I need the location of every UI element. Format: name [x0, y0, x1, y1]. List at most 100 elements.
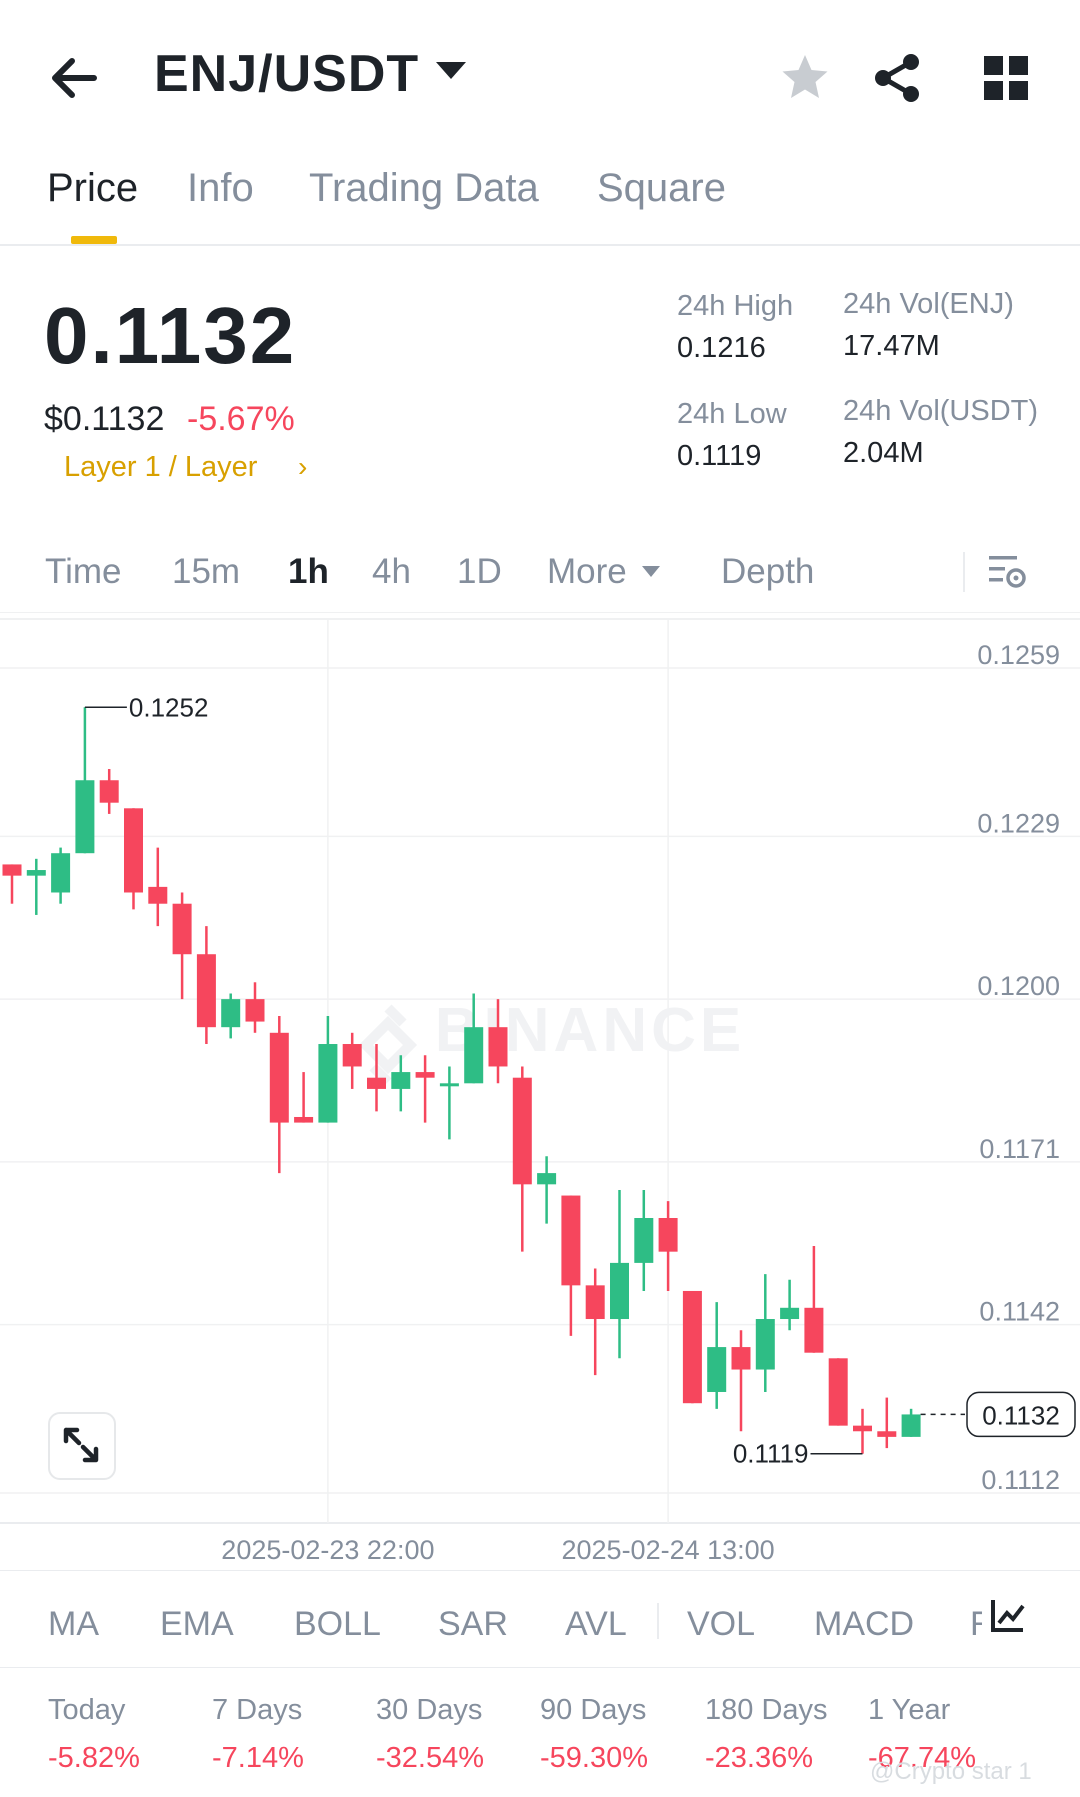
candle-down — [488, 1027, 508, 1067]
tf-15m[interactable]: 15m — [172, 552, 241, 591]
indicator-settings-icon[interactable] — [990, 1597, 1026, 1633]
perf-1y-label: 1 Year — [868, 1694, 951, 1726]
candle-up — [634, 1218, 654, 1263]
timeframe-bar: Time 15m 1h 4h 1D More Depth — [0, 536, 1080, 613]
high-marker-label: 0.1252 — [129, 692, 209, 722]
tab-price[interactable]: Price — [47, 166, 139, 210]
candle-down — [245, 999, 265, 1022]
divider — [963, 552, 965, 592]
tab-info[interactable]: Info — [187, 166, 254, 210]
perf-7d-label: 7 Days — [212, 1694, 303, 1726]
main-tabs: Price Info Trading Data Square — [0, 160, 1080, 246]
candle-down — [342, 1044, 362, 1067]
price-change-percent: -5.67% — [187, 400, 295, 438]
active-tab-indicator — [71, 236, 117, 244]
perf-180d-label: 180 Days — [705, 1694, 828, 1726]
candle-down — [172, 903, 192, 955]
category-tag[interactable]: Layer 1 / Layer — [64, 451, 258, 483]
tab-square[interactable]: Square — [597, 166, 726, 210]
perf-1y-value: -67.74% — [868, 1742, 977, 1774]
candle-down — [196, 954, 216, 1028]
x-tick-label: 2025-02-23 22:00 — [221, 1535, 434, 1565]
candle-down — [294, 1116, 314, 1123]
candles — [2, 707, 921, 1454]
chart-grid — [0, 618, 1080, 1524]
last-price-box — [966, 1391, 1076, 1438]
tab-trading-data[interactable]: Trading Data — [309, 166, 539, 210]
candle-up — [537, 1173, 557, 1185]
stat-24h-high-value: 0.1216 — [677, 332, 766, 364]
candlestick-chart[interactable]: BINANCE 0.1259 0.1229 0.1200 0.1171 0.1142 0.… — [0, 618, 1080, 1570]
perf-today-label: Today — [48, 1694, 126, 1726]
candle-down — [561, 1195, 581, 1286]
candle-down — [99, 780, 119, 803]
candle-up — [707, 1347, 727, 1392]
stat-24h-vol-usdt-label: 24h Vol(USDT) — [843, 395, 1039, 427]
share-icon[interactable] — [870, 50, 926, 106]
candle-up — [901, 1414, 921, 1437]
candle-down — [269, 1032, 289, 1123]
chart-watermark: BINANCE — [435, 996, 745, 1065]
price-markers: 0.1252 0.1119 0.1132 — [84, 692, 1076, 1469]
tf-time[interactable]: Time — [45, 552, 122, 591]
more-caret-icon[interactable] — [642, 566, 660, 577]
expand-icon — [63, 1427, 99, 1463]
divider — [657, 1603, 659, 1639]
star-icon[interactable] — [777, 50, 833, 106]
expand-chart-button[interactable] — [48, 1412, 116, 1480]
candle-down — [2, 864, 22, 876]
candle-down — [415, 1072, 435, 1078]
indicator-ma[interactable]: MA — [48, 1605, 99, 1643]
candle-up — [75, 780, 95, 854]
chevron-right-icon[interactable]: › — [298, 451, 308, 482]
perf-180d-value: -23.36% — [705, 1742, 814, 1774]
candle-down — [804, 1307, 824, 1353]
candle-down — [658, 1218, 678, 1252]
corner-watermark: @Crypto star 1 — [870, 1758, 1032, 1785]
y-tick-label: 0.1200 — [977, 971, 1060, 1001]
candle-up — [318, 1044, 338, 1123]
last-price: 0.1132 — [44, 291, 297, 380]
candle-down — [877, 1431, 897, 1437]
indicator-ema[interactable]: EMA — [160, 1605, 234, 1643]
y-axis: 0.1259 0.1229 0.1200 0.1171 0.1142 0.1112 — [977, 640, 1060, 1495]
tf-1h[interactable]: 1h — [288, 552, 329, 591]
y-tick-label: 0.1229 — [977, 808, 1060, 838]
y-tick-label: 0.1142 — [979, 1297, 1060, 1327]
indicator-rsi[interactable]: R — [970, 1605, 982, 1644]
candle-up — [464, 1027, 484, 1084]
y-tick-label: 0.1259 — [977, 640, 1060, 670]
stat-24h-vol-enj-label: 24h Vol(ENJ) — [843, 288, 1014, 320]
tf-1d[interactable]: 1D — [457, 552, 502, 591]
indicator-macd[interactable]: MACD — [814, 1605, 915, 1643]
candle-up — [755, 1319, 775, 1370]
candle-down — [124, 808, 143, 893]
x-tick-label: 2025-02-24 13:00 — [562, 1535, 775, 1565]
candle-up — [51, 853, 71, 893]
indicator-boll[interactable]: BOLL — [294, 1605, 381, 1643]
indicator-avl[interactable]: AVL — [565, 1605, 627, 1643]
perf-30d-value: -32.54% — [376, 1742, 485, 1774]
stat-24h-vol-enj-value: 17.47M — [843, 330, 940, 362]
tf-more[interactable]: More — [547, 552, 627, 591]
candle-up — [780, 1307, 800, 1320]
indicator-sar[interactable]: SAR — [438, 1605, 508, 1643]
candle-down — [828, 1358, 848, 1426]
back-arrow-icon[interactable] — [44, 48, 104, 108]
tf-depth[interactable]: Depth — [721, 552, 815, 591]
pair-title[interactable]: ENJ/USDT — [154, 45, 420, 103]
chart-settings-icon[interactable] — [985, 550, 1029, 594]
top-bar: ENJ/USDT — [0, 0, 1080, 150]
candle-up — [26, 870, 46, 876]
candle-down — [367, 1077, 386, 1089]
candle-down — [585, 1285, 605, 1320]
low-marker-label: 0.1119 — [733, 1439, 809, 1469]
stat-24h-vol-usdt-value: 2.04M — [843, 437, 924, 469]
grid-icon[interactable] — [980, 52, 1032, 104]
candle-up — [391, 1072, 411, 1089]
tf-4h[interactable]: 4h — [372, 552, 411, 591]
perf-30d-label: 30 Days — [376, 1694, 483, 1726]
y-tick-label: 0.1171 — [979, 1134, 1060, 1164]
indicator-vol[interactable]: VOL — [687, 1605, 756, 1643]
dropdown-caret-icon[interactable] — [436, 62, 466, 79]
